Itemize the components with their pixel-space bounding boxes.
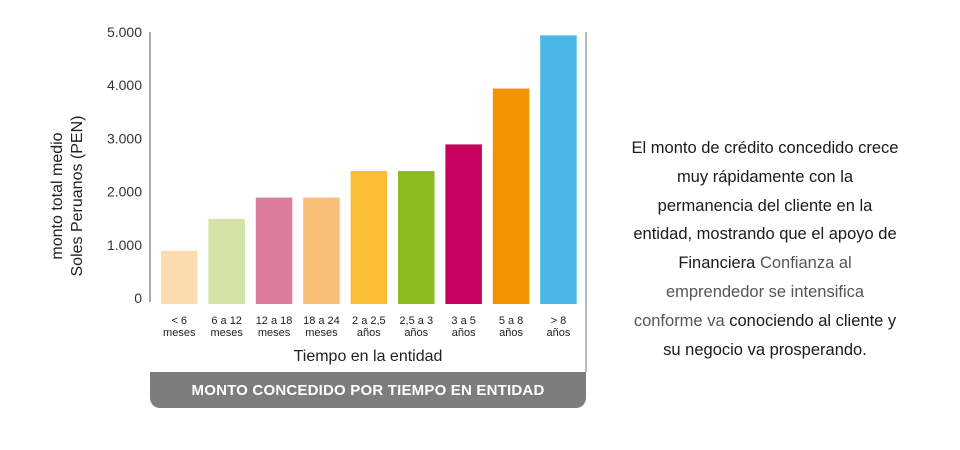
y-tick-label: 3.000 [107, 130, 142, 146]
bar [350, 171, 388, 304]
bar [303, 197, 340, 304]
description-main: El monto de crédito concedido crece muy … [631, 139, 899, 273]
description-soft: Confianza al emprendedor se intensifica … [633, 254, 865, 330]
x-tick-label: 12 a 18 [256, 315, 293, 327]
bar [161, 250, 198, 304]
x-tick-label: 6 a 12 [211, 315, 242, 327]
bar [255, 197, 293, 304]
bars [161, 35, 577, 305]
x-tick-label: años [452, 327, 476, 339]
description-end: conociendo al cliente y su negocio va pr… [663, 311, 897, 359]
x-axis-title: Tiempo en la entidad [294, 348, 443, 365]
x-tick-label: 5 a 8 [499, 315, 523, 327]
y-axis-title-line2: Soles Peruanos (PEN) [69, 116, 86, 277]
x-tick-label: 2 a 2,5 [352, 315, 386, 327]
bar [492, 88, 530, 304]
x-tick-label: años [404, 327, 428, 339]
x-tick-label: años [357, 327, 381, 339]
x-tick-label: meses [210, 327, 243, 339]
description-text: El monto de crédito concedido crece muy … [630, 134, 900, 364]
y-axis-title-line1: monto total medio [49, 132, 66, 259]
x-tick-label: meses [163, 327, 196, 339]
y-tick-label: 2.000 [107, 184, 142, 200]
y-tick-label: 1.000 [107, 237, 142, 253]
bar [208, 218, 245, 304]
x-tick-label: 3 a 5 [451, 315, 475, 327]
chart-title: MONTO CONCEDIDO POR TIEMPO EN ENTIDAD [191, 381, 545, 399]
y-tick-label: 4.000 [107, 77, 142, 93]
x-tick-label: < 6 [171, 315, 187, 327]
x-tick-label: años [499, 327, 523, 339]
x-tick-label: meses [305, 327, 338, 339]
y-tick-labels: 0 1.000 2.000 3.000 4.000 5.000 [107, 24, 142, 306]
x-tick-label: meses [258, 327, 291, 339]
bar [540, 35, 577, 305]
x-tick-label: 2,5 a 3 [399, 315, 433, 327]
x-tick-label: 18 a 24 [303, 315, 340, 327]
chart-title-bar: MONTO CONCEDIDO POR TIEMPO EN ENTIDAD [150, 372, 586, 408]
x-tick-label: > 8 [551, 315, 567, 327]
y-tick-label: 5.000 [107, 24, 142, 40]
x-tick-label: años [547, 327, 571, 339]
bar [398, 171, 435, 304]
y-tick-label: 0 [134, 290, 142, 306]
bar [445, 144, 482, 304]
